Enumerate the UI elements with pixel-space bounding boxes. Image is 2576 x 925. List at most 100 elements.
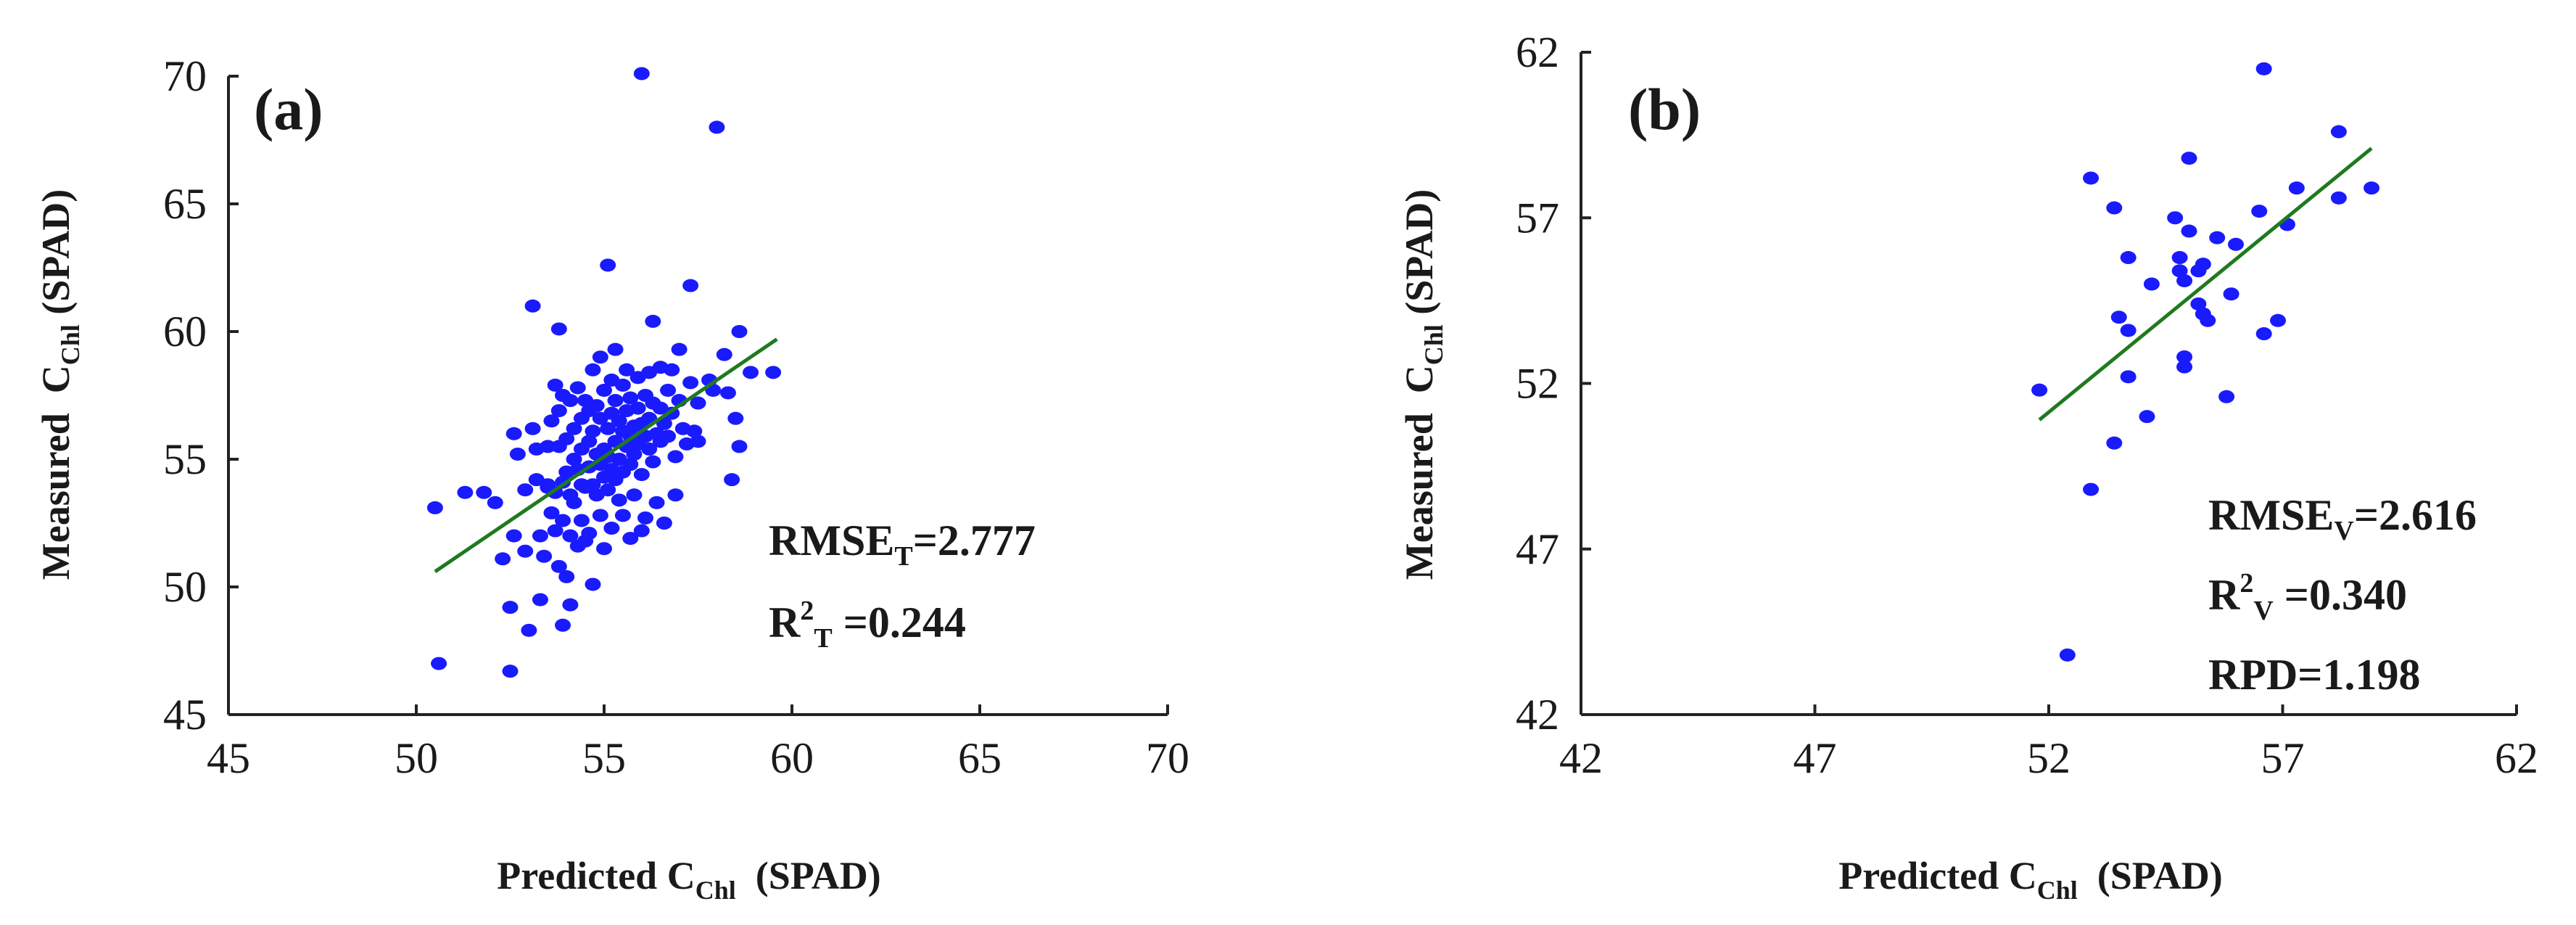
scatter-point [2059, 648, 2076, 662]
scatter-point [690, 396, 706, 410]
scatter-point [2364, 181, 2380, 195]
scatter-point [524, 299, 541, 313]
scatter-point [2330, 125, 2347, 139]
scatter-point [633, 468, 650, 482]
scatter-point [550, 559, 567, 573]
scatter-point [585, 363, 601, 377]
scatter-point [592, 350, 608, 364]
scatter-point [622, 532, 639, 546]
scatter-point [502, 601, 519, 614]
scatter-point [517, 483, 534, 497]
scatter-point [558, 570, 575, 583]
scatter-point [2176, 274, 2193, 287]
scatter-point [600, 422, 616, 435]
stat-annotation: RMSET=2.777 [769, 517, 1036, 572]
scatter-point [2167, 211, 2184, 225]
x-axis-title-a: Predicted CChl (SPAD) [497, 854, 880, 905]
scatter-point [524, 422, 541, 435]
scatter-point [603, 522, 620, 535]
scatter-point [2195, 258, 2211, 271]
scatter-point [476, 485, 492, 499]
scatter-point [686, 424, 703, 438]
scatter-point [2031, 383, 2048, 397]
scatter-point [2200, 313, 2216, 327]
scatter-point [2181, 152, 2197, 165]
scatter-point [724, 473, 740, 487]
scatter-point [629, 401, 646, 415]
y-tick-label: 70 [163, 52, 207, 100]
scatter-point [614, 378, 631, 392]
panel-label-b: (b) [1628, 76, 1701, 142]
scatter-point [502, 665, 519, 678]
scatter-point [2330, 191, 2347, 205]
stat-annotation: R2T =0.244 [769, 596, 966, 654]
scatter-point [585, 577, 601, 591]
panel-label-a: (a) [254, 76, 323, 142]
scatter-point [540, 440, 556, 453]
y-tick-label: 55 [163, 435, 207, 483]
scatter-point [2143, 277, 2160, 291]
scatter-panel-a: (a) Predicted CChl (SPAD) Measured CChl … [34, 52, 1189, 905]
y-tick-label: 45 [163, 691, 207, 739]
scatter-point [765, 366, 782, 379]
scatter-point [532, 529, 548, 543]
scatter-point [690, 435, 706, 448]
y-tick-label: 65 [163, 180, 207, 228]
scatter-point [641, 442, 658, 456]
x-tick-label: 55 [582, 734, 626, 782]
scatter-point [569, 381, 586, 395]
y-tick-label: 47 [1516, 525, 1559, 573]
x-tick-label: 50 [395, 734, 438, 782]
x-tick-label: 42 [1559, 734, 1603, 782]
scatter-point [2190, 297, 2207, 311]
scatter-point [2218, 390, 2235, 403]
scatter-point [596, 383, 612, 397]
scatter-point [2139, 410, 2155, 424]
y-axis-title-a: Measured CChl (SPAD) [34, 189, 85, 580]
stat-annotation: RMSEV=2.616 [2208, 491, 2477, 546]
scatter-point [645, 455, 661, 469]
scatter-point [426, 501, 443, 514]
stat-annotation: R2V =0.340 [2208, 568, 2407, 626]
y-tick-label: 52 [1516, 360, 1559, 408]
scatter-point [2176, 360, 2193, 374]
scatter-point [664, 363, 680, 377]
scatter-point [532, 593, 548, 607]
scatter-point [619, 363, 635, 377]
scatter-point [719, 386, 736, 400]
scatter-point [2270, 313, 2287, 327]
scatter-point [2083, 482, 2100, 496]
scatter-panel-b: (b) Predicted CChl (SPAD) Measured CChl … [1398, 28, 2538, 905]
scatter-point [543, 414, 560, 428]
scatter-point [633, 524, 650, 538]
scatter-point [611, 493, 627, 507]
scatter-point [682, 279, 699, 292]
scatter-point [2255, 62, 2272, 75]
scatter-point [2209, 231, 2226, 244]
scatter-point [660, 429, 677, 443]
scatter-point [626, 488, 643, 502]
scatter-point [547, 524, 564, 538]
scatter-point [555, 618, 571, 632]
scatter-point [566, 496, 582, 509]
scatter-point [566, 422, 582, 435]
scatter-point [667, 488, 684, 502]
x-tick-label: 47 [1793, 734, 1837, 782]
scatter-point [505, 427, 522, 440]
y-tick-label: 42 [1516, 691, 1559, 739]
scatter-point [521, 623, 537, 637]
scatter-point [611, 414, 627, 428]
scatter-point [543, 506, 560, 519]
x-tick-label: 45 [207, 734, 250, 782]
scatter-point [562, 394, 579, 408]
x-tick-label: 57 [2261, 734, 2305, 782]
scatter-point [607, 394, 624, 408]
scatter-point [536, 549, 553, 563]
scatter-point [596, 542, 612, 556]
scatter-point [495, 552, 511, 566]
scatter-point [487, 496, 503, 509]
scatter-point [622, 391, 639, 405]
scatter-point [716, 348, 732, 361]
scatter-point [614, 509, 631, 522]
scatter-point [645, 314, 661, 328]
